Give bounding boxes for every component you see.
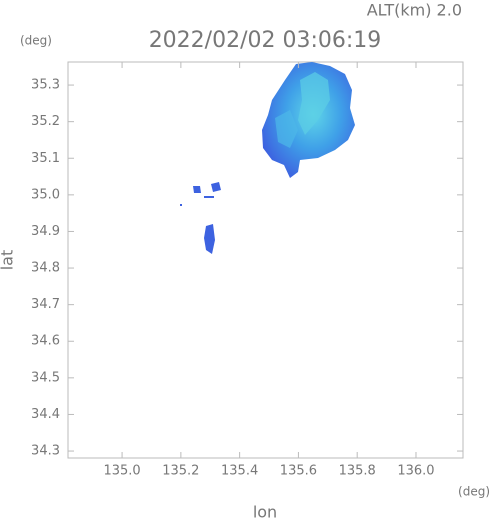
y-tick-label: 34.8 [31,261,60,276]
y-tick-label: 35.2 [31,114,60,129]
radar-echo [180,62,355,254]
y-tick-label: 35.3 [31,78,60,93]
x-axis-label: lon [253,503,277,521]
y-tick-label: 34.5 [31,370,60,385]
x-tick-label: 136.0 [397,464,434,479]
x-tick-label: 135.6 [280,464,317,479]
altitude-label: ALT(km) 2.0 [367,1,462,20]
y-tick-label: 34.6 [31,334,60,349]
y-tick-label: 34.3 [31,444,60,459]
x-tick-label: 135.2 [162,464,199,479]
y-unit: (deg) [20,34,52,48]
x-tick-label: 135.4 [221,464,258,479]
chart-title: 2022/02/02 03:06:19 [149,28,382,53]
y-axis-label: lat [0,250,17,271]
y-tick-label: 34.7 [31,297,60,312]
y-tick-label: 34.4 [31,407,60,422]
y-tick-label: 35.0 [31,187,60,202]
y-tick-label: 34.9 [31,224,60,239]
plot-frame [67,61,464,459]
x-unit: (deg) [458,485,490,499]
x-tick-label: 135.8 [339,464,376,479]
y-tick-label: 35.1 [31,151,60,166]
x-tick-label: 135.0 [103,464,140,479]
